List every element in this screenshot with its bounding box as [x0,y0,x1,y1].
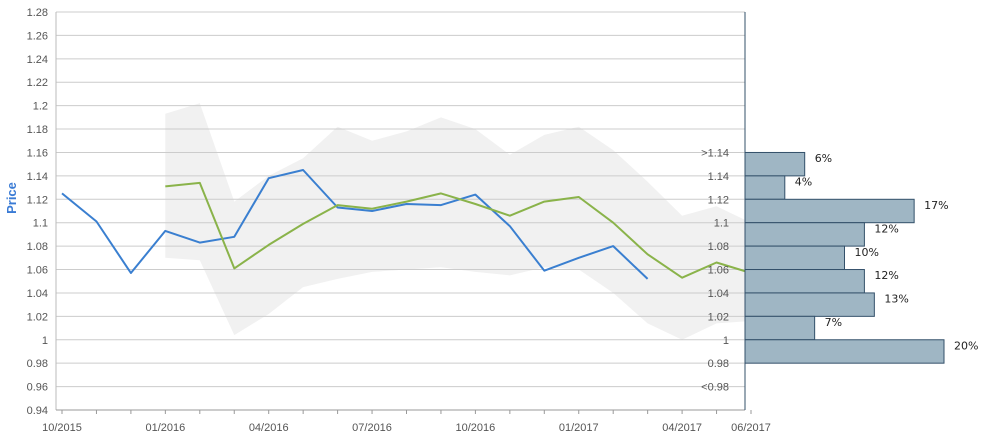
distribution-bin-label: 1 [723,335,729,347]
series-line-actual [61,169,649,280]
x-tick-label: 01/2017 [559,422,599,434]
distribution-bin-label: 1.14 [708,171,729,183]
distribution-bars: 6%>1.144%1.1417%1.1212%1.110%1.0812%1.06… [701,147,978,393]
y-tick-label: 1.1 [33,218,48,230]
confidence-band-layer [165,103,752,340]
y-tick-label: 1.28 [27,7,48,19]
y-tick-label: 1.26 [27,30,48,42]
distribution-percent-label: 4% [795,176,812,189]
distribution-bar [744,222,865,247]
y-tick-label: 1.04 [27,288,48,300]
distribution-bar [744,198,915,224]
y-tick-label: 0.98 [27,358,48,370]
gridlines [56,11,745,411]
y-tick-label: 1 [42,335,48,347]
distribution-bin-label: 1.1 [714,218,729,230]
y-tick-label: 1.02 [27,311,48,323]
y-tick-label: 1.06 [27,265,48,277]
distribution-percent-label: 12% [874,269,898,282]
series-layer [61,169,752,280]
distribution-percent-label: 6% [815,152,832,165]
y-tick-label: 1.16 [27,147,48,159]
distribution-percent-label: 20% [954,339,978,352]
y-tick-label: 1.12 [27,194,48,206]
y-tick-label: 1.22 [27,77,48,89]
distribution-bar [744,151,806,177]
distribution-bar [744,245,845,271]
distribution-bin-label: 1.04 [708,288,729,300]
y-tick-label: 1.14 [27,171,48,183]
confidence-band [165,103,752,340]
y-axis-label: Price [4,182,19,214]
y-tick-label: 1.24 [27,54,48,66]
x-tick-label: 01/2016 [145,422,185,434]
distribution-bin-label: 1.06 [708,265,729,277]
y-tick-label: 0.96 [27,382,48,394]
axes: 0.94 0.96 0.98 1 1.02 1.04 1.06 1.08 1.1 1.12 1.14… [27,7,771,434]
distribution-bin-label: 0.98 [708,358,729,370]
distribution-percent-label: 12% [874,222,898,235]
distribution-bar [744,175,786,200]
distribution-bar [744,315,816,341]
distribution-bar [744,339,945,364]
x-tick-label: 06/2017 [731,422,771,434]
distribution-bin-label: 1.12 [708,194,729,206]
x-tick-label: 07/2016 [352,422,392,434]
x-tick-label: 04/2016 [249,422,289,434]
distribution-bar [744,269,865,294]
x-tick-label: 04/2017 [662,422,702,434]
y-tick-label: 1.2 [33,101,48,113]
y-tick-label: 1.18 [27,124,48,136]
distribution-percent-label: 17% [924,199,948,212]
y-tick-label: 0.94 [27,405,48,417]
distribution-percent-label: 10% [855,246,879,259]
distribution-percent-label: 13% [884,293,908,306]
distribution-bin-label: <0.98 [701,382,729,394]
series-line-forecast [165,181,752,279]
distribution-bin-label: 1.02 [708,311,729,323]
distribution-bar [744,292,875,317]
distribution-bin-label: 1.08 [708,241,729,253]
y-tick-label: 1.08 [27,241,48,253]
distribution-bin-label: >1.14 [701,147,729,159]
x-tick-label: 10/2016 [456,422,496,434]
distribution-percent-label: 7% [825,316,842,329]
x-tick-label: 10/2015 [42,422,82,434]
